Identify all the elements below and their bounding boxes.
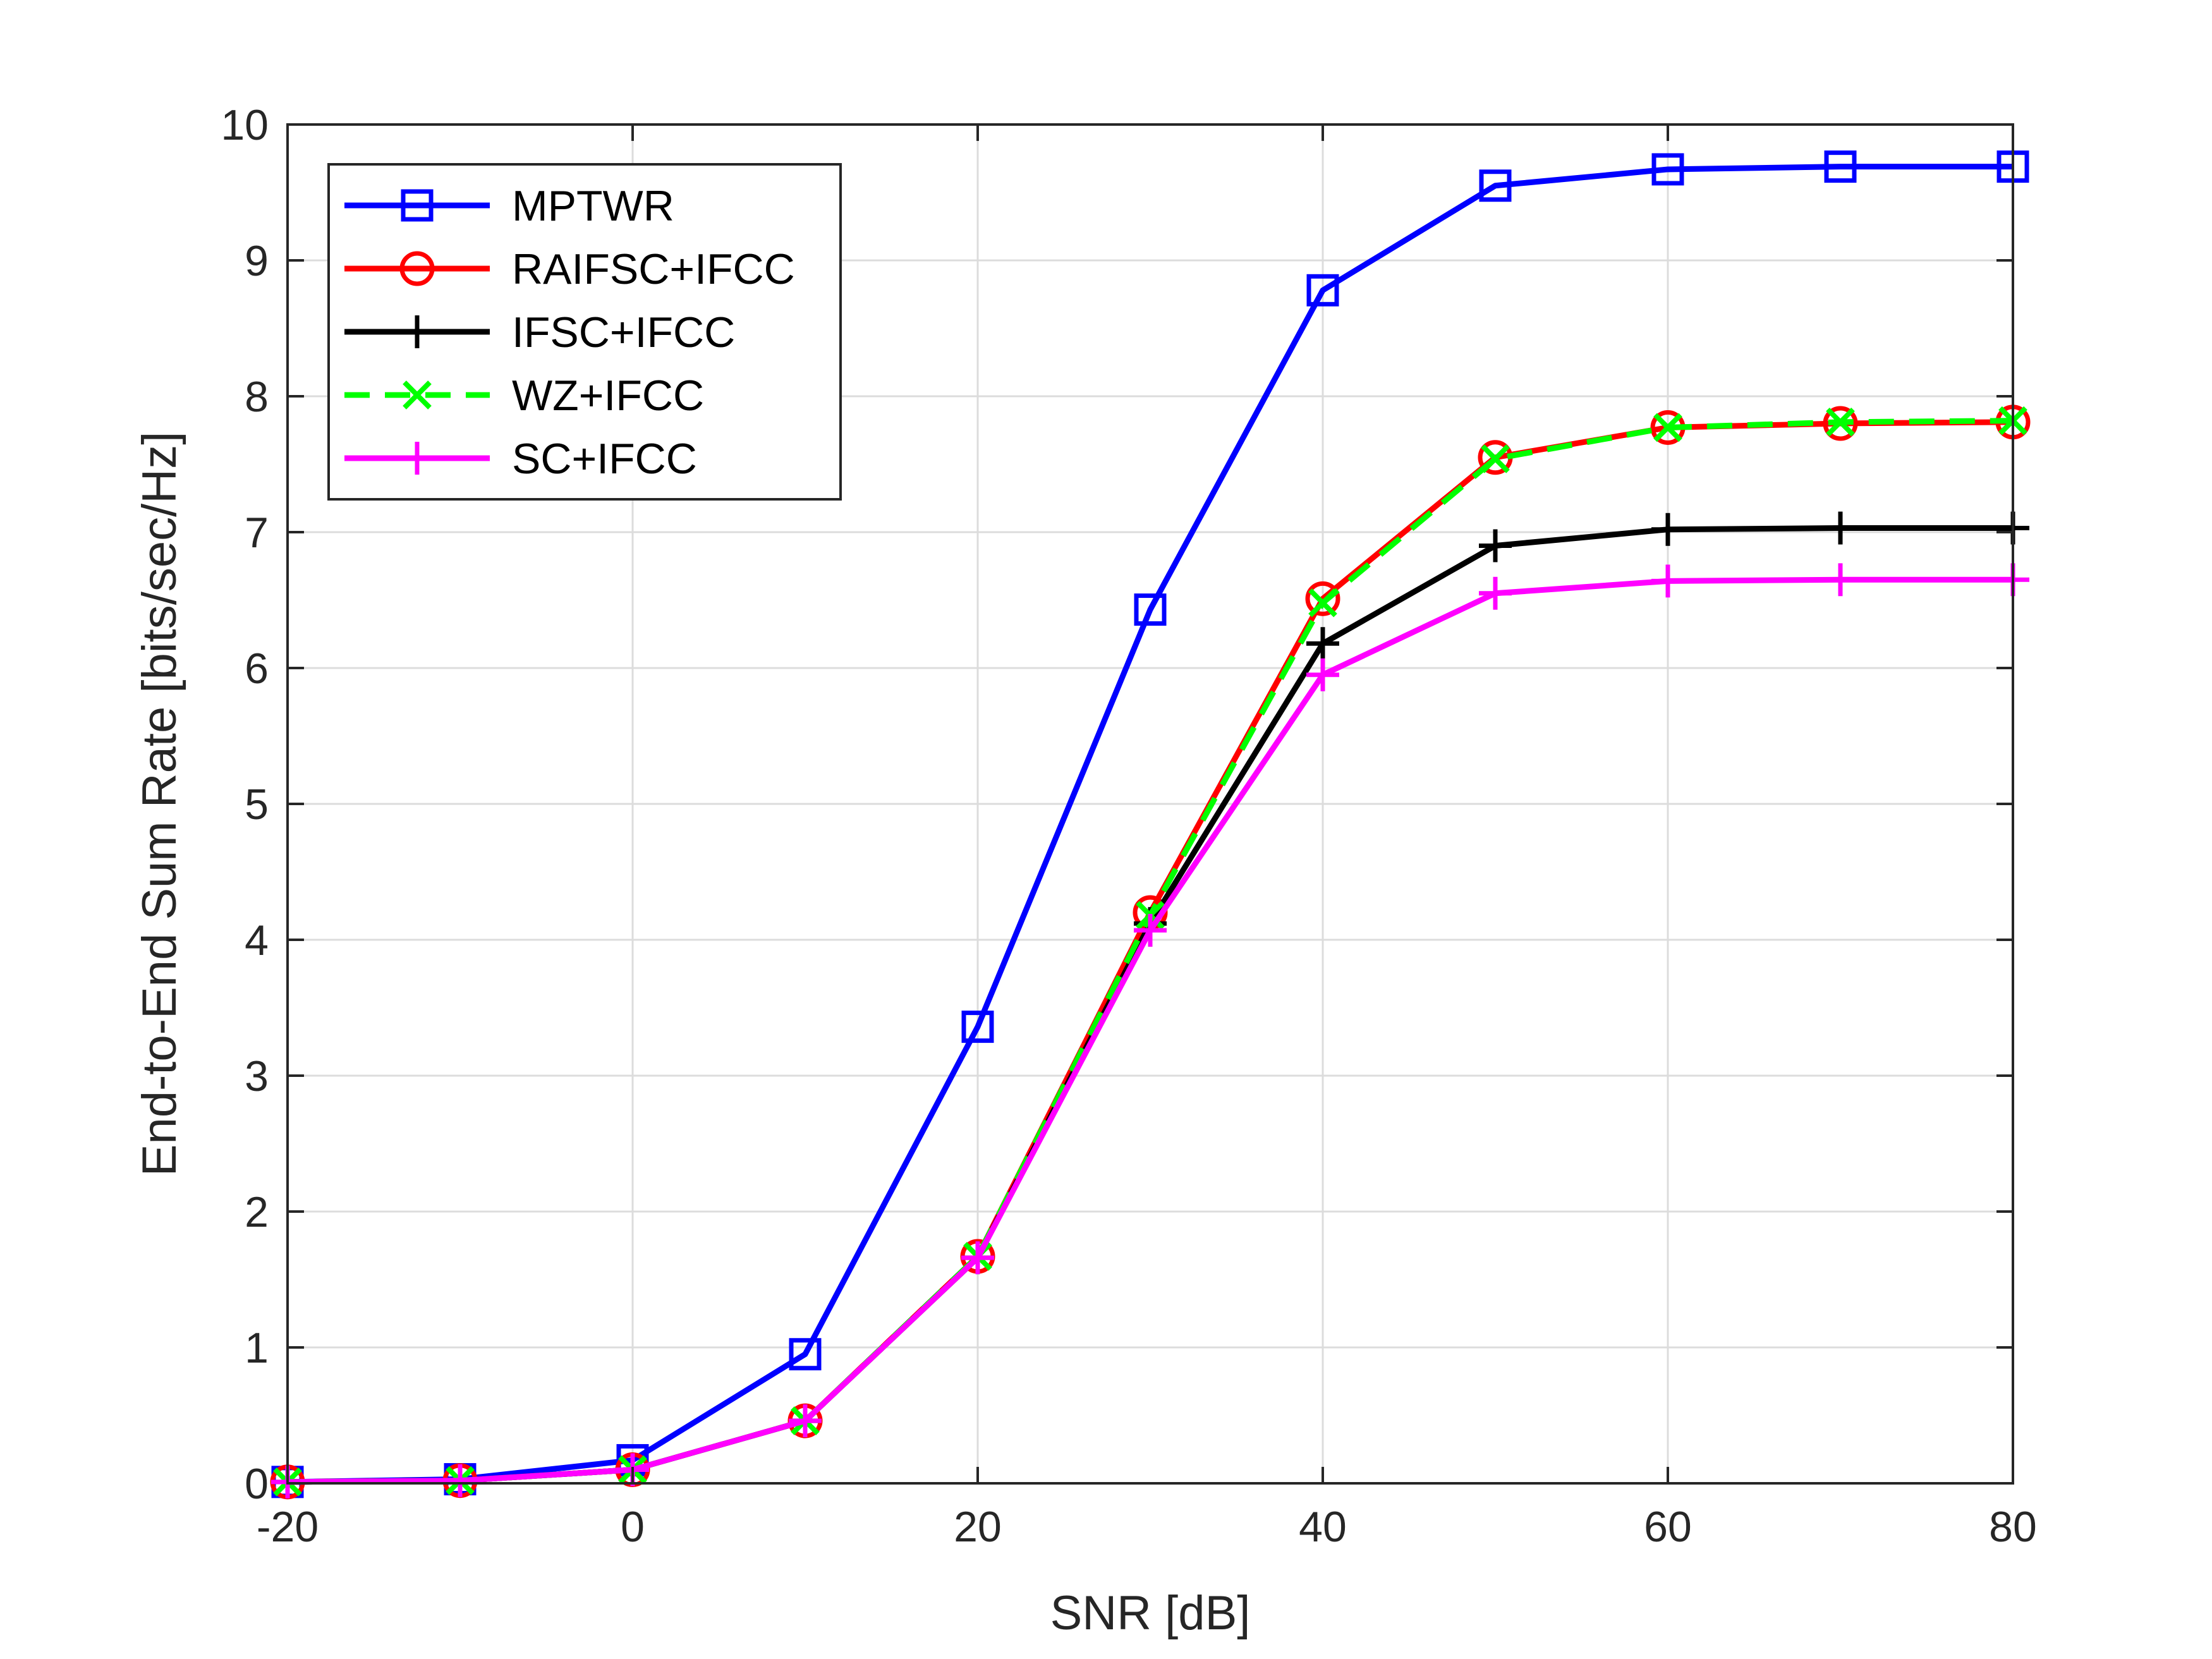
data-point-marker [1651, 564, 1684, 598]
y-tick-label: 2 [245, 1188, 269, 1236]
legend-marker [401, 315, 434, 348]
x-tick-label: 0 [621, 1503, 645, 1551]
data-point-marker [1305, 581, 1340, 616]
y-tick-label: 9 [245, 237, 269, 285]
x-tick-label: 60 [1644, 1503, 1692, 1551]
x-tick-label: 40 [1299, 1503, 1347, 1551]
y-tick-label: 6 [245, 645, 269, 693]
data-point-marker [1134, 593, 1167, 626]
legend-marker [403, 380, 432, 410]
legend-item: IFSC+IFCC [344, 308, 735, 356]
y-tick-label: 1 [245, 1324, 269, 1372]
data-point-marker [1823, 406, 1858, 441]
data-point-marker [1481, 444, 1510, 473]
data-point-marker [1134, 913, 1167, 947]
data-point-marker [1479, 576, 1512, 610]
data-point-marker [789, 1404, 822, 1438]
legend-item: RAIFSC+IFCC [344, 245, 795, 293]
legend-item: SC+IFCC [344, 435, 697, 483]
legend-label: RAIFSC+IFCC [512, 245, 795, 293]
x-axis-label: SNR [dB] [1050, 1586, 1251, 1640]
data-point-marker [1306, 658, 1339, 691]
legend: MPTWR RAIFSC+IFCC IFSC+IFCC WZ+IFCC SC+IFCC [327, 163, 842, 501]
legend-item: MPTWR [344, 182, 674, 230]
legend-item: WZ+IFCC [344, 372, 704, 420]
data-point-marker [1826, 408, 1855, 437]
data-point-marker [444, 1464, 477, 1497]
y-tick-label: 3 [245, 1052, 269, 1100]
y-axis-label: End-to-End Sum Rate [bits/sec/Hz] [133, 432, 186, 1176]
data-point-marker [789, 1338, 822, 1371]
y-tick-label: 7 [245, 509, 269, 557]
y-tick-label: 0 [245, 1460, 269, 1508]
y-tick-label: 10 [221, 101, 269, 149]
series-line [287, 164, 2013, 1485]
tick-marks [286, 123, 2014, 1485]
legend-label: IFSC+IFCC [512, 308, 735, 356]
legend-marker [401, 189, 434, 222]
x-tick-label: 80 [1989, 1503, 2037, 1551]
legend-label: SC+IFCC [512, 435, 697, 483]
legend-marker [399, 251, 435, 286]
data-point-marker [1651, 153, 1684, 186]
data-point-marker [1824, 563, 1857, 597]
data-point-marker [1651, 513, 1684, 546]
data-point-marker [1824, 150, 1857, 183]
legend-marker [401, 442, 434, 475]
y-tick-label: 4 [245, 916, 269, 964]
data-point-marker [1308, 588, 1337, 617]
legend-label: WZ+IFCC [512, 372, 704, 420]
x-tick-label: -20 [257, 1503, 319, 1551]
data-point-marker [1479, 529, 1512, 562]
y-tick-label: 8 [245, 373, 269, 421]
data-point-marker [961, 1241, 994, 1275]
x-tick-labels: -20 0 20 40 60 80 [257, 1503, 2037, 1551]
data-point-marker [1306, 274, 1339, 307]
y-tick-label: 5 [245, 781, 269, 829]
data-point-marker [1824, 511, 1857, 545]
data-point-marker [1479, 169, 1512, 202]
data-point-marker [1653, 413, 1682, 442]
x-tick-label: 20 [954, 1503, 1002, 1551]
data-point-marker [1306, 627, 1339, 660]
data-point-marker [961, 1011, 994, 1043]
legend-label: MPTWR [512, 182, 674, 230]
y-tick-labels: 0 1 2 3 4 5 6 7 8 9 10 [221, 101, 269, 1508]
